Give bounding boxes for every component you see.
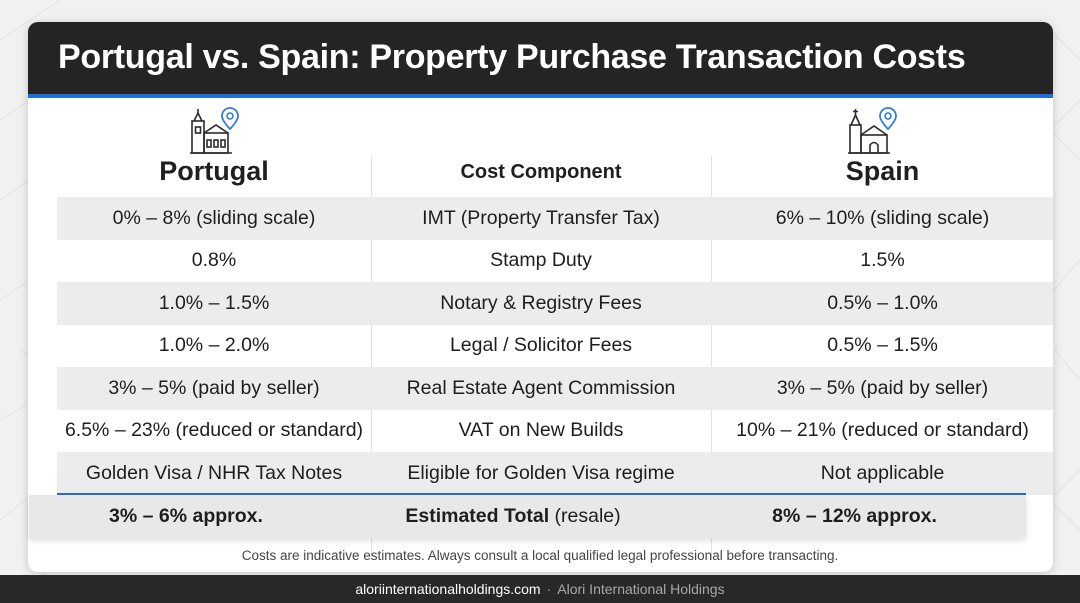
column-divider <box>371 155 372 560</box>
spain-cell: 3% – 5% (paid by seller) <box>776 376 989 399</box>
component-cell: Stamp Duty <box>490 249 592 272</box>
table-row: 3% – 5% (paid by seller) Real Estate Age… <box>57 367 1053 410</box>
page-title: Portugal vs. Spain: Property Purchase Tr… <box>58 38 966 76</box>
footer-separator: · <box>546 581 552 597</box>
church-location-pin-icon <box>190 107 239 154</box>
component-cell: Notary & Registry Fees <box>440 291 642 314</box>
cost-table: 0% – 8% (sliding scale) IMT (Property Tr… <box>57 197 1053 495</box>
portugal-cell: 0.8% <box>191 249 237 272</box>
spain-cell: 6% – 10% (sliding scale) <box>775 206 990 229</box>
footer-url[interactable]: aloriinternationalholdings.com <box>355 581 541 597</box>
spain-cell: 10% – 21% (reduced or standard) <box>736 419 1029 442</box>
table-row: 0.8% Stamp Duty 1.5% <box>57 240 1053 283</box>
disclaimer: Costs are indicative estimates. Always c… <box>241 548 839 563</box>
accent-stripe <box>28 94 1053 98</box>
total-divider <box>57 493 1026 495</box>
footer-bar: aloriinternationalholdings.com · Alori I… <box>0 575 1080 603</box>
column-header-cost-component: Cost Component <box>460 161 622 183</box>
component-cell: IMT (Property Transfer Tax) <box>422 206 660 229</box>
table-row: 6.5% – 23% (reduced or standard) VAT on … <box>57 410 1053 453</box>
column-divider <box>711 155 712 560</box>
column-header-spain: Spain <box>845 156 920 186</box>
portugal-total: 3% – 6% approx. <box>109 505 263 527</box>
total-label-note: (resale) <box>554 505 621 527</box>
footer-brand: Alori International Holdings <box>557 581 725 597</box>
title-bar: Portugal vs. Spain: Property Purchase Tr… <box>28 22 1053 94</box>
table-row: 1.0% – 2.0% Legal / Solicitor Fees 0.5% … <box>57 325 1053 368</box>
spain-total: 8% – 12% approx. <box>772 505 937 527</box>
total-row: 3% – 6% approx. Estimated Total (resale)… <box>29 495 1026 538</box>
total-label: Estimated Total (resale) <box>343 505 683 528</box>
spain-cell: 1.5% <box>860 249 905 272</box>
spain-cell: Not applicable <box>820 461 945 484</box>
table-row: Golden Visa / NHR Tax Notes Eligible for… <box>57 452 1053 495</box>
spain-cell: 0.5% – 1.0% <box>827 291 938 314</box>
total-label-text: Estimated Total <box>405 505 550 527</box>
component-cell: Legal / Solicitor Fees <box>449 334 633 357</box>
table-row: 1.0% – 1.5% Notary & Registry Fees 0.5% … <box>57 282 1053 325</box>
component-cell: Real Estate Agent Commission <box>406 376 676 399</box>
portugal-cell: Golden Visa / NHR Tax Notes <box>85 461 343 484</box>
component-cell: Eligible for Golden Visa regime <box>407 461 675 484</box>
column-header-portugal: Portugal <box>159 156 269 186</box>
spain-cell: 0.5% – 1.5% <box>827 334 938 357</box>
church-location-pin-icon <box>848 107 897 154</box>
portugal-cell: 1.0% – 2.0% <box>158 334 270 357</box>
component-cell: VAT on New Builds <box>458 419 624 442</box>
portugal-cell: 6.5% – 23% (reduced or standard) <box>64 419 364 442</box>
comparison-card: Portugal vs. Spain: Property Purchase Tr… <box>28 22 1053 572</box>
portugal-cell: 3% – 5% (paid by seller) <box>108 376 320 399</box>
table-row: 0% – 8% (sliding scale) IMT (Property Tr… <box>57 197 1053 240</box>
portugal-cell: 1.0% – 1.5% <box>158 291 270 314</box>
portugal-cell: 0% – 8% (sliding scale) <box>112 206 316 229</box>
